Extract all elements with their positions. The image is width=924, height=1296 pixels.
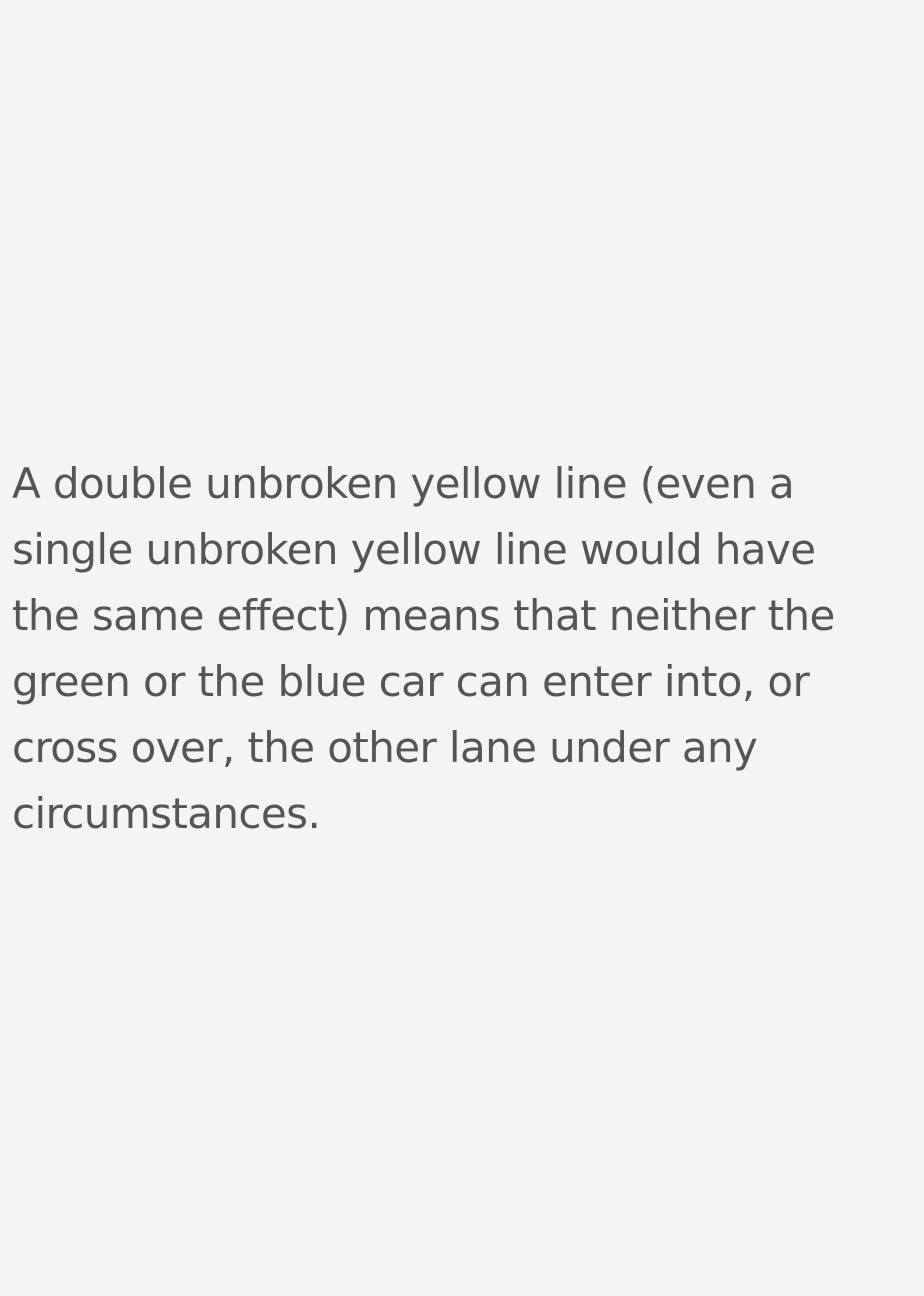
explanation-text: A double unbroken yellow line (even a si… [12, 459, 835, 838]
